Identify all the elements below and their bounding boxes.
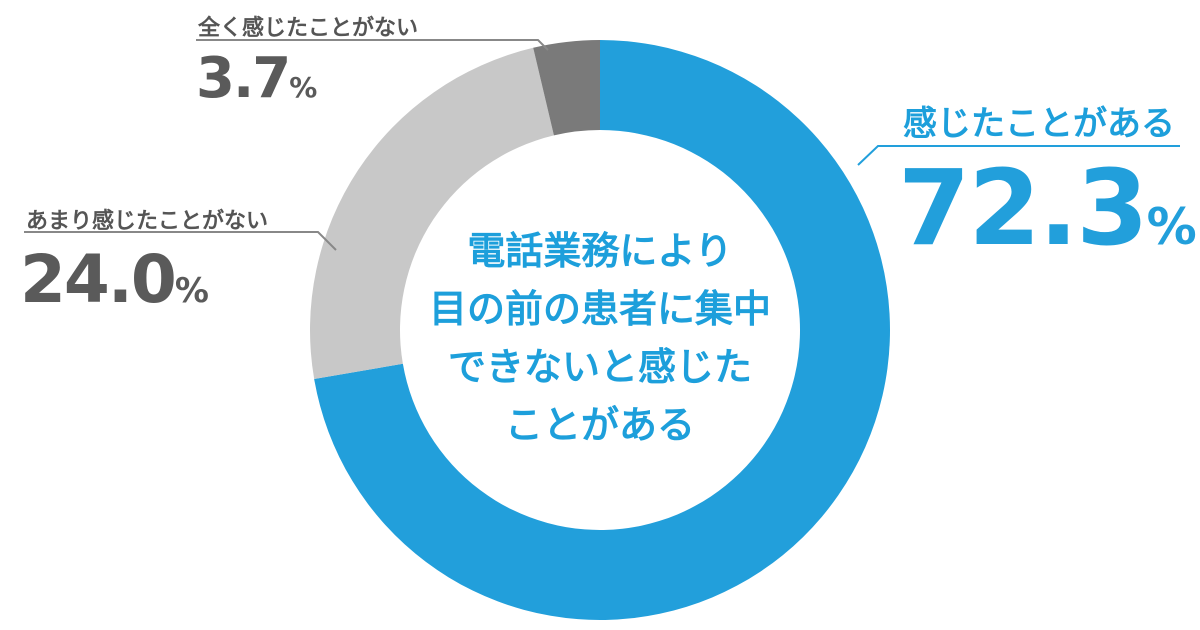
leader-line-never bbox=[196, 39, 549, 51]
slice-value-never-unit: % bbox=[289, 71, 318, 104]
donut-slices bbox=[309, 40, 890, 620]
slice-yes bbox=[314, 40, 890, 620]
slice-value-not-much-number: 24.0 bbox=[20, 241, 177, 318]
chart-title-line-1: 電話業務により bbox=[467, 229, 733, 273]
slice-value-not-much: 24.0% bbox=[20, 240, 209, 331]
slice-value-never: 3.7% bbox=[196, 46, 317, 121]
slice-value-yes: 72.3% bbox=[898, 148, 1197, 287]
chart-title-line-2: 目の前の患者に集中 bbox=[428, 287, 771, 331]
slice-label-yes: 感じたことがある bbox=[903, 104, 1175, 144]
slice-value-not-much-unit: % bbox=[174, 271, 209, 311]
slice-never bbox=[533, 40, 600, 136]
slice-label-not-much: あまり感じたことがない bbox=[26, 209, 269, 234]
slice-value-never-number: 3.7 bbox=[196, 46, 291, 111]
slice-label-never: 全く感じたことがない bbox=[198, 16, 419, 41]
chart-title-line-4: ことがある bbox=[504, 403, 695, 447]
slice-value-yes-number: 72.3 bbox=[898, 147, 1149, 269]
slice-not-much bbox=[309, 47, 554, 379]
leader-line-not-much bbox=[24, 231, 337, 251]
slice-value-yes-unit: % bbox=[1146, 198, 1197, 256]
leader-lines bbox=[24, 39, 1180, 251]
chart-title-line-3: できないと感じた bbox=[447, 345, 752, 389]
chart-title: 電話業務により 目の前の患者に集中 できないと感じた ことがある bbox=[400, 222, 800, 454]
leader-line-yes bbox=[857, 145, 1180, 166]
